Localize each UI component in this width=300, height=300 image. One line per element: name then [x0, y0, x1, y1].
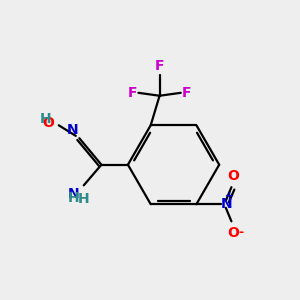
Text: F: F	[128, 86, 137, 100]
Text: O: O	[227, 169, 239, 183]
Text: H: H	[78, 193, 90, 206]
Text: O: O	[227, 226, 239, 240]
Text: F: F	[182, 86, 192, 100]
Text: N: N	[67, 123, 79, 137]
Text: H: H	[68, 191, 80, 205]
Text: N: N	[221, 197, 233, 211]
Text: F: F	[155, 59, 164, 73]
Text: O: O	[43, 116, 55, 130]
Text: N: N	[68, 187, 80, 201]
Text: -: -	[238, 226, 244, 239]
Text: H: H	[40, 112, 52, 126]
Text: +: +	[225, 191, 235, 201]
